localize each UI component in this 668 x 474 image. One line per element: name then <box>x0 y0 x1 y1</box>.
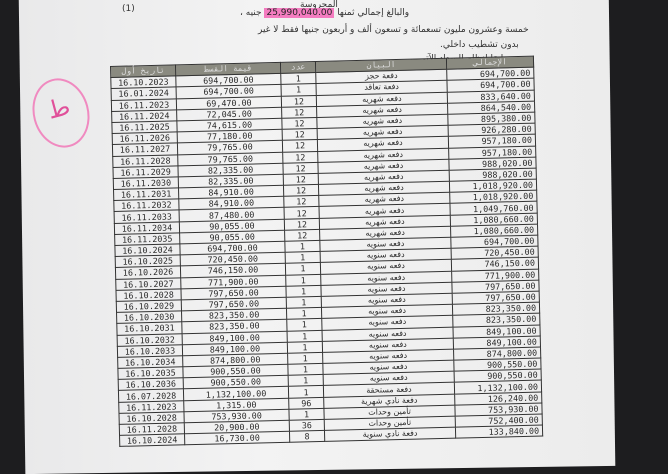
cell-count: 1 <box>287 352 323 365</box>
cell-count: 1 <box>286 318 323 331</box>
cell-count: 1 <box>287 329 323 342</box>
cell-count: 8 <box>289 430 325 443</box>
cell-count: 1 <box>286 296 322 309</box>
cell-count: 1 <box>285 273 321 287</box>
cell-count: 12 <box>283 184 319 197</box>
cell-count: 1 <box>285 251 321 264</box>
cell-count: 1 <box>288 408 325 421</box>
cell-count: 1 <box>287 363 324 376</box>
cell-value: 16,730.00 <box>184 431 290 446</box>
cell-count: 12 <box>282 162 319 175</box>
cell-count: 1 <box>280 72 316 85</box>
cell-count: 12 <box>281 106 317 119</box>
cell-count: 1 <box>288 374 324 387</box>
cell-total: 133,840.00 <box>455 425 543 439</box>
finish-note: بدون تشطيب داخلي. <box>440 40 519 50</box>
header-count: عدد <box>280 61 316 74</box>
top-line: المحروسة <box>300 0 338 10</box>
cell-count: 36 <box>289 419 325 432</box>
payment-schedule-table: تاريخ أول قيمة القسط عدد البيان الإجمالي… <box>110 56 543 448</box>
cell-date: 16.10.2024 <box>119 433 185 447</box>
cell-count: 12 <box>284 229 320 242</box>
cell-count: 12 <box>283 173 319 186</box>
page-mark: (1) <box>122 4 135 14</box>
cell-count: 1 <box>286 307 322 320</box>
cell-count: 12 <box>282 150 318 163</box>
cell-count: 12 <box>281 117 318 130</box>
total-amount-highlight: 25,990,040.00 <box>264 8 335 18</box>
cell-count: 12 <box>283 195 320 208</box>
cell-count: 1 <box>285 262 321 275</box>
cell-count: 1 <box>287 341 323 354</box>
cell-count: 12 <box>282 139 318 152</box>
cell-count: 12 <box>284 218 320 231</box>
cell-count: 96 <box>288 397 324 410</box>
total-price-line: والبالغ إجمالي ثمنها 25,990,040.00 جنيه … <box>240 8 409 18</box>
cell-count: 1 <box>285 285 322 298</box>
cell-count: 12 <box>284 206 320 219</box>
cell-count: 12 <box>281 95 317 108</box>
cell-count: 1 <box>281 83 317 96</box>
total-prefix: والبالغ إجمالي ثمنها <box>337 8 410 18</box>
cell-count: 1 <box>288 385 324 398</box>
cell-count: 12 <box>282 128 318 141</box>
total-suffix: جنيه ، <box>240 8 262 18</box>
cell-count: 1 <box>284 240 321 253</box>
amount-in-words: خمسة وعشرون مليون تسعمائة و تسعون ألف و … <box>258 25 529 35</box>
